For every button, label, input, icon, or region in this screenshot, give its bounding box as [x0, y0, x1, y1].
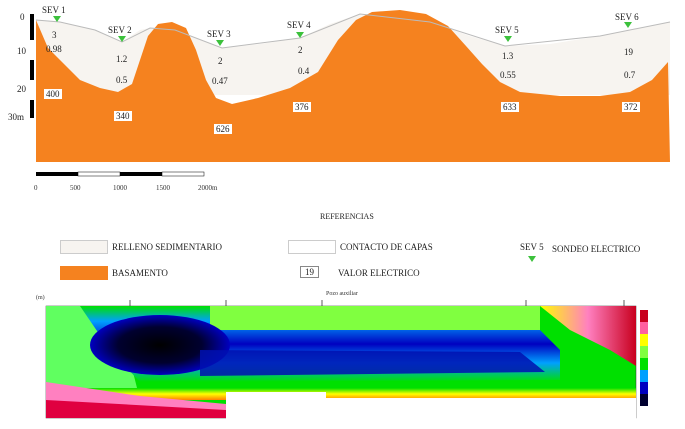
legend-basamento-label: BASAMENTO [112, 268, 168, 278]
distance-tick: 500 [70, 184, 81, 192]
sev-mid-value: 0.98 [46, 44, 62, 54]
depth-tick: 10 [17, 46, 26, 56]
depth-axis-bar [30, 14, 34, 118]
sev-top-value: 19 [624, 47, 633, 57]
sev-marker-icon [53, 16, 61, 22]
depth-axis-seg [30, 80, 34, 100]
legend-sev-icon [528, 256, 536, 262]
colorbar-seg [640, 322, 648, 334]
colorbar-seg [640, 358, 648, 370]
legend-relleno-label: RELLENO SEDIMENTARIO [112, 242, 223, 252]
sev-mid-value: 0.47 [212, 76, 228, 86]
distance-tick: 0 [34, 184, 38, 192]
colorbar-seg [640, 334, 648, 346]
sev-deep-value: 626 [214, 124, 232, 134]
legend-sondeo-label: SONDEO ELECTRICO [552, 244, 641, 254]
tomo-right-red [540, 306, 636, 366]
depth-tick: 20 [17, 84, 26, 94]
sev-label: SEV 2 [108, 25, 132, 35]
tomo-black-core [90, 315, 230, 375]
tomo-pink-zone [46, 382, 226, 410]
depth-tick: 0 [20, 12, 25, 22]
sev-marker-icon [504, 36, 512, 42]
legend-title: REFERENCIAS [320, 212, 374, 221]
sev-label: SEV 5 [495, 25, 519, 35]
colorbar-seg [640, 310, 648, 322]
legend-swatch-contacto [288, 240, 336, 254]
legend-swatch-relleno [60, 240, 108, 254]
distance-scale-bar [120, 172, 162, 176]
distance-scale-bar [161, 171, 205, 177]
colorbar-seg [640, 382, 648, 394]
distance-tick: 2000m [198, 184, 218, 192]
tomo-blank-area [226, 392, 326, 400]
sev-label: SEV 1 [42, 5, 66, 15]
sev-marker-icon [216, 40, 224, 46]
colorbar-seg [640, 370, 648, 382]
depth-tick: 30m [8, 112, 25, 122]
sev-mid-value: 0.4 [298, 66, 310, 76]
legend-valor-box: 19 [300, 266, 319, 278]
legend-sev-symbol: SEV 5 [520, 242, 544, 252]
legend-contacto-label: CONTACTO DE CAPAS [340, 242, 433, 252]
tomo-blank-area [226, 398, 636, 420]
sev-deep-value: 400 [44, 89, 62, 99]
depth-axis-seg [30, 40, 34, 60]
tomo-depth-unit: (m) [36, 295, 45, 301]
sev-deep-value: 340 [114, 111, 132, 121]
contact-line [35, 13, 671, 49]
distance-tick: 1500 [156, 184, 170, 192]
tomo-deep-band [200, 350, 545, 376]
sev-label: SEV 4 [287, 20, 311, 30]
tomo-top-note: Pozo auxiliar [326, 291, 358, 297]
sev-label: SEV 3 [207, 29, 231, 39]
tomo-top-band [210, 306, 540, 330]
sev-top-value: 1.3 [502, 51, 514, 61]
tomo-bottom-band [46, 388, 636, 400]
sev-deep-value: 376 [293, 102, 311, 112]
sev-deep-value: 372 [622, 102, 640, 112]
sev-top-value: 2 [218, 56, 223, 66]
sev-mid-value: 0.7 [624, 70, 636, 80]
sev-marker-icon [296, 32, 304, 38]
sev-top-value: 3 [52, 30, 57, 40]
colorbar-seg [640, 346, 648, 358]
sev-mid-value: 0.55 [500, 70, 516, 80]
distance-scale-bar [36, 172, 78, 176]
legend-swatch-basamento [60, 266, 108, 280]
sev-mid-value: 0.5 [116, 75, 128, 85]
sev-marker-icon [624, 22, 632, 28]
sev-deep-value: 633 [501, 102, 519, 112]
sev-marker-icon [118, 36, 126, 42]
basement-layer [36, 10, 670, 162]
distance-tick: 1000 [113, 184, 127, 192]
sev-top-value: 2 [298, 45, 303, 55]
sev-label: SEV 6 [615, 12, 639, 22]
sev-top-value: 1.2 [116, 54, 128, 64]
legend-valor-label: VALOR ELECTRICO [338, 268, 420, 278]
colorbar-seg [640, 394, 648, 406]
